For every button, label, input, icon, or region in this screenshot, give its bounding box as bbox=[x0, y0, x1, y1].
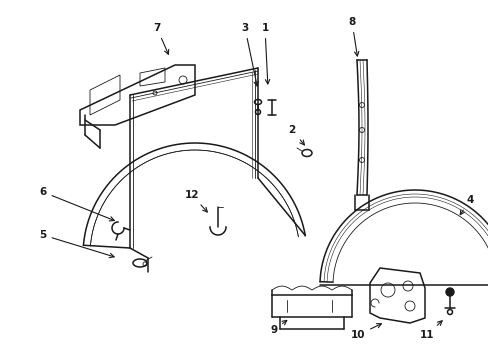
Text: 2: 2 bbox=[288, 125, 304, 145]
Text: 5: 5 bbox=[40, 230, 114, 258]
Circle shape bbox=[445, 288, 453, 296]
Text: 9: 9 bbox=[270, 320, 286, 335]
Text: 3: 3 bbox=[241, 23, 258, 86]
Text: 6: 6 bbox=[40, 187, 114, 221]
Text: 10: 10 bbox=[350, 324, 381, 340]
Text: 12: 12 bbox=[184, 190, 207, 212]
Text: 8: 8 bbox=[347, 17, 358, 56]
Text: 7: 7 bbox=[153, 23, 168, 54]
Text: 4: 4 bbox=[459, 195, 473, 215]
Text: 1: 1 bbox=[261, 23, 269, 84]
Text: 11: 11 bbox=[419, 321, 441, 340]
